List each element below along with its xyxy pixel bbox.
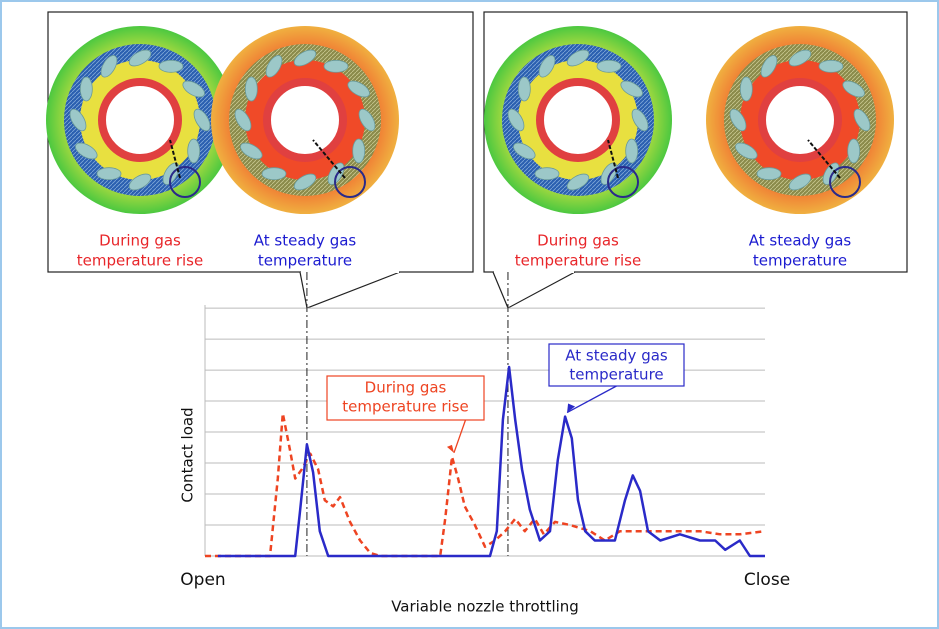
vane	[597, 60, 621, 72]
rotor-bore	[540, 82, 616, 158]
rotor-bore	[267, 82, 343, 158]
annotation-text: At steady gas	[565, 347, 668, 365]
series-line	[218, 367, 765, 556]
annotation-text: During gas	[365, 379, 447, 397]
vane	[819, 60, 843, 72]
x-axis-title: Variable nozzle throttling	[391, 598, 579, 616]
x-end-label: Open	[180, 570, 225, 590]
vane	[324, 60, 348, 72]
callout	[493, 272, 575, 308]
callout-joint	[301, 271, 399, 273]
vane	[353, 139, 365, 163]
vane	[188, 139, 200, 163]
arrow-head	[567, 404, 575, 413]
panel-label: During gas	[99, 232, 181, 250]
vane	[626, 139, 638, 163]
panel-label: During gas	[537, 232, 619, 250]
annotation-text: temperature rise	[342, 398, 468, 416]
annotation-arrow	[567, 386, 616, 413]
panel-label: temperature rise	[77, 252, 203, 270]
vane	[262, 168, 286, 180]
vane	[757, 168, 781, 180]
callout-joint	[494, 271, 574, 273]
rotor-bore	[762, 82, 838, 158]
vane	[159, 60, 183, 72]
panel-label: temperature	[258, 252, 352, 270]
vane	[97, 168, 121, 180]
rotor-bore	[102, 82, 178, 158]
vane	[245, 77, 257, 101]
panel-label: At steady gas	[749, 232, 852, 250]
panel-label: temperature rise	[515, 252, 641, 270]
panel-label: temperature	[753, 252, 847, 270]
vane	[518, 77, 530, 101]
arrow-head	[447, 445, 454, 453]
vane	[740, 77, 752, 101]
callout	[300, 272, 400, 308]
vane	[848, 139, 860, 163]
x-end-label: Close	[744, 570, 790, 590]
y-axis-title: Contact load	[179, 407, 197, 502]
panel-label: At steady gas	[254, 232, 357, 250]
annotation-arrow	[454, 420, 466, 453]
annotation-text: temperature	[569, 366, 663, 384]
figure: During gastemperature riseAt steady gast…	[0, 0, 939, 629]
vane	[80, 77, 92, 101]
vane	[535, 168, 559, 180]
